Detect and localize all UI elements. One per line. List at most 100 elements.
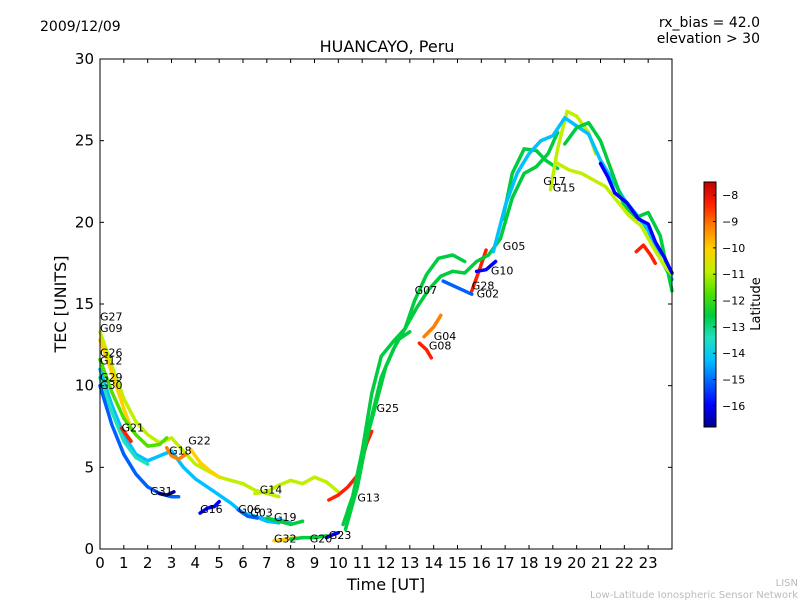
- y-tick-label: 0: [84, 540, 94, 558]
- chart-title: HUANCAYO, Peru: [320, 37, 455, 56]
- series-line-g24b: [563, 120, 674, 293]
- series-label-g12: G12: [100, 354, 123, 367]
- series-label-g32: G32: [274, 533, 297, 546]
- x-tick-label: 7: [262, 554, 272, 572]
- series-line-g23: [324, 530, 341, 540]
- series-line-g19b: [634, 243, 658, 265]
- series-line-g29: [98, 375, 150, 466]
- series-label-g31: G31: [150, 485, 173, 498]
- x-tick-label: 14: [424, 554, 443, 572]
- x-tick-label: 17: [496, 554, 515, 572]
- x-tick-label: 4: [191, 554, 201, 572]
- colorbar-tick-label: −12: [722, 295, 745, 308]
- x-tick-label: 15: [448, 554, 467, 572]
- series-line-g04: [422, 313, 443, 339]
- series-line-g16b: [598, 161, 674, 275]
- y-axis-label: TEC [UNITS]: [51, 256, 70, 354]
- series-line-g18: [164, 445, 188, 461]
- y-tick-label: 5: [84, 458, 94, 476]
- series-line-g03: [241, 511, 281, 525]
- series-line-g06: [236, 508, 260, 520]
- series-line-g21: [119, 426, 133, 443]
- series-label-g16: G16: [200, 503, 223, 516]
- x-tick-label: 23: [639, 554, 658, 572]
- series-label-g04: G04: [434, 330, 457, 343]
- series-line-g20: [288, 534, 329, 541]
- series-label-g21: G21: [122, 421, 145, 434]
- series-label-g05: G05: [503, 240, 526, 253]
- x-tick-label: 1: [119, 554, 129, 572]
- series-label-g08: G08: [429, 340, 452, 353]
- colorbar-tick-label: −14: [722, 347, 745, 360]
- axis-ticks-layer: 0 1 2 3 4 5 6 7 8 9 10 11 12 13 14 15 16 17 18 19 20 21 22 2305…: [75, 50, 672, 572]
- series-line-g09: [98, 338, 133, 430]
- x-tick-label: 3: [167, 554, 177, 572]
- x-tick-label: 19: [543, 554, 562, 572]
- series-line-g30: [98, 383, 181, 499]
- series-line-g31: [157, 490, 176, 497]
- x-tick-label: 0: [95, 554, 105, 572]
- series-label-g30: G30: [100, 379, 123, 392]
- x-tick-label: 21: [591, 554, 610, 572]
- y-tick-label: 15: [75, 295, 94, 313]
- colorbar-tick-label: −10: [722, 242, 745, 255]
- date-label: 2009/12/09: [40, 19, 121, 35]
- series-line-g02: [441, 279, 474, 296]
- x-tick-label: 11: [353, 554, 372, 572]
- x-tick-label: 22: [615, 554, 634, 572]
- x-tick-label: 13: [400, 554, 419, 572]
- series-line-g22: [188, 447, 221, 479]
- colorbar-tick-label: −15: [722, 374, 745, 387]
- series-label-g23: G23: [329, 529, 352, 542]
- series-label-g13: G13: [357, 492, 380, 505]
- series-label-g25: G25: [377, 402, 400, 415]
- series-layer: [98, 109, 674, 543]
- rx-bias-label: rx_bias = 42.0: [659, 15, 760, 31]
- series-line-g27b: [555, 161, 674, 277]
- x-tick-label: 8: [286, 554, 296, 572]
- y-tick-label: 20: [75, 213, 94, 231]
- colorbar-tick-label: −11: [722, 268, 745, 281]
- x-tick-label: 6: [238, 554, 248, 572]
- series-label-g18: G18: [169, 444, 192, 457]
- series-label-g14: G14: [260, 484, 283, 497]
- series-line-g17: [501, 147, 560, 221]
- series-line-g19: [265, 516, 305, 527]
- colorbar: [703, 181, 717, 428]
- series-label-g20: G20: [310, 533, 333, 546]
- x-tick-label: 5: [214, 554, 224, 572]
- x-tick-label: 20: [567, 554, 586, 572]
- series-label-g28: G28: [472, 279, 495, 292]
- x-tick-label: 9: [310, 554, 320, 572]
- x-tick-label: 16: [472, 554, 491, 572]
- series-line-g05: [343, 130, 560, 532]
- series-label-g15: G15: [553, 181, 576, 194]
- series-label-g19: G19: [274, 511, 297, 524]
- series-label-g26: G26: [100, 346, 123, 359]
- series-line-g26b: [491, 116, 674, 282]
- footer-lisn: LISN: [776, 578, 798, 589]
- colorbar-ticks: −16 −15 −14 −13 −12 −11 −10 −9 −8: [713, 189, 745, 413]
- series-label-g17: G17: [543, 175, 566, 188]
- series-line-g14: [253, 475, 341, 496]
- series-line-g07: [341, 253, 467, 527]
- series-label-g07: G07: [415, 284, 438, 297]
- x-tick-label: 2: [143, 554, 153, 572]
- y-tick-label: 10: [75, 377, 94, 395]
- y-tick-label: 30: [75, 50, 94, 68]
- x-tick-label: 10: [329, 554, 348, 572]
- series-label-g10: G10: [491, 265, 514, 278]
- series-label-g29: G29: [100, 371, 123, 384]
- series-label-g22: G22: [188, 435, 211, 448]
- series-label-g27: G27: [100, 310, 123, 323]
- footer-network: Low-Latitude Ionospheric Sensor Network: [590, 590, 798, 600]
- x-tick-label: 12: [376, 554, 395, 572]
- series-line-g16: [198, 499, 221, 515]
- series-label-g09: G09: [100, 322, 123, 335]
- colorbar-label: Latitude: [749, 277, 764, 331]
- x-tick-label: 18: [519, 554, 538, 572]
- elevation-label: elevation > 30: [657, 31, 760, 47]
- series-label-g03: G03: [250, 506, 273, 519]
